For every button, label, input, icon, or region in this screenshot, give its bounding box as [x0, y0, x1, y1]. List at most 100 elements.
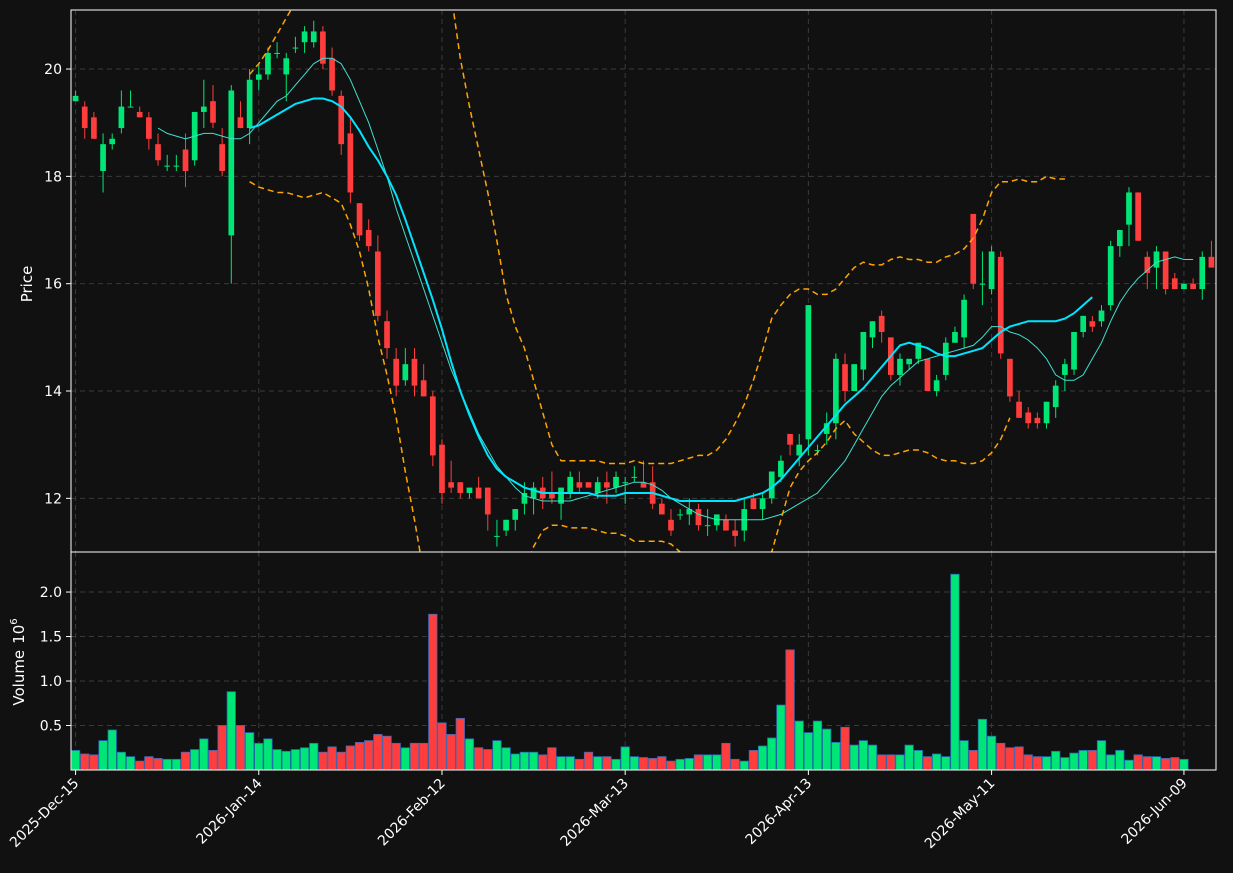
candle-down: [1190, 283, 1196, 290]
candle-down: [484, 487, 491, 515]
candle-up: [292, 47, 299, 49]
candle-up: [1052, 385, 1059, 408]
volume-bar-up: [464, 738, 475, 771]
candle-up: [246, 79, 253, 129]
candle-down: [1016, 401, 1022, 418]
volume-bar-down: [1087, 750, 1097, 771]
candle-down: [970, 213, 977, 284]
candle-up: [952, 331, 958, 343]
candle-up: [127, 106, 134, 108]
price-axis-label: Price: [18, 266, 36, 303]
candle-up: [1126, 192, 1132, 225]
price-y-tick-label: 20: [44, 62, 62, 78]
volume-bar-up: [107, 729, 117, 771]
volume-grid: [71, 552, 1216, 770]
volume-bar-down: [1014, 746, 1024, 771]
volume-bar-up: [611, 758, 621, 771]
volume-bar-down: [657, 756, 667, 771]
volume-bar-up: [932, 753, 942, 771]
volume-bar-up: [528, 751, 539, 771]
candle-up: [933, 380, 940, 392]
candle-up: [173, 165, 180, 167]
candle-down: [439, 444, 445, 493]
candle-down: [1007, 358, 1013, 397]
volume-bar-down: [235, 725, 246, 771]
candle-up: [100, 144, 106, 171]
volume-bar-down: [437, 722, 447, 771]
candle-up: [503, 519, 509, 531]
price-y-tick-label: 12: [44, 491, 62, 507]
volume-bar-up: [70, 750, 81, 771]
lower-band-line: [249, 181, 1011, 552]
volume-bar-up: [1078, 750, 1088, 771]
volume-bar-down: [419, 742, 429, 771]
volume-bar-up: [1041, 756, 1052, 771]
candle-up: [805, 305, 812, 440]
volume-bar-up: [263, 738, 273, 771]
volume-bar-down: [583, 751, 594, 771]
volume-bar-up: [593, 756, 603, 771]
candle-down: [640, 482, 647, 488]
candle-down: [136, 111, 143, 118]
candle-up: [823, 423, 830, 434]
volume-bar-up: [171, 758, 181, 771]
volume-bar-down: [354, 742, 365, 771]
volume-bar-down: [1142, 756, 1152, 771]
candle-down: [375, 251, 381, 316]
volume-bar-up: [941, 756, 951, 771]
volume-bar-up: [629, 756, 639, 771]
candle-up: [1043, 401, 1050, 424]
volume-bar-down: [144, 756, 154, 771]
candle-up: [622, 482, 629, 484]
ma-long-line: [249, 97, 1093, 502]
candle-down: [457, 482, 464, 493]
candle-up: [164, 165, 171, 167]
candle-up: [1107, 246, 1114, 306]
volume-bar-down: [80, 753, 90, 771]
volume-bar-up: [226, 691, 236, 771]
volume-bar-down: [1170, 757, 1180, 771]
volume-bar-down: [638, 757, 649, 771]
candle-down: [997, 256, 1004, 354]
candle-up: [567, 476, 574, 493]
candle-up: [961, 299, 967, 338]
volume-bar-down: [1032, 756, 1042, 771]
candle-up: [915, 342, 922, 359]
candle-down: [475, 487, 482, 499]
volume-bar-down: [574, 758, 584, 771]
volume-bar-up: [977, 718, 988, 771]
candle-down: [384, 321, 390, 349]
volume-bar-up: [125, 756, 136, 771]
volume-bar-up: [245, 732, 255, 771]
candle-down: [429, 396, 436, 456]
volume-bar-up: [849, 744, 859, 771]
candle-down: [576, 482, 583, 488]
candle-down: [81, 106, 88, 129]
price-y-tick-label: 14: [44, 384, 62, 400]
volume-bar-up: [776, 704, 786, 771]
candle-up: [897, 358, 903, 375]
price-y-tick-label: 16: [44, 277, 62, 293]
candle-up: [274, 52, 280, 54]
candle-down: [411, 358, 418, 386]
candle-up: [1062, 364, 1068, 375]
volume-bar-up: [684, 758, 694, 771]
volume-bar-up: [510, 753, 520, 771]
volume-bar-up: [812, 720, 823, 771]
candle-up: [301, 31, 308, 43]
volume-bar-down: [217, 725, 227, 771]
candle-up: [466, 487, 473, 493]
candle-down: [320, 31, 326, 64]
candle-down: [1208, 256, 1215, 268]
volume-bar-up: [519, 751, 530, 771]
price-y-tick-label: 18: [44, 169, 62, 185]
volume-bar-down: [446, 734, 456, 771]
candle-down: [448, 482, 454, 488]
volume-bar-down: [327, 746, 337, 771]
candle-up: [796, 444, 803, 456]
candle-down: [1089, 321, 1096, 327]
volume-bar-down: [345, 745, 355, 771]
candle-up: [494, 535, 500, 537]
candle-down: [365, 230, 372, 247]
